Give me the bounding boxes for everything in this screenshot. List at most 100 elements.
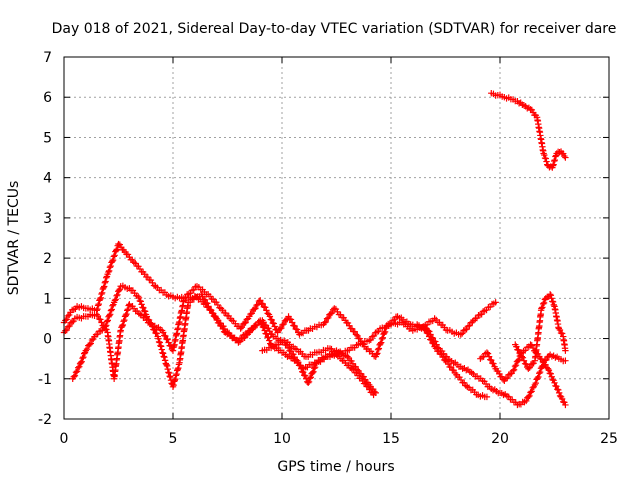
data-point-track-c	[124, 306, 132, 313]
data-point-track-a	[323, 315, 331, 322]
data-point-track-g	[549, 298, 557, 306]
data-point-track-g	[525, 365, 532, 372]
data-point-track-g	[548, 295, 555, 302]
data-point-track-d	[364, 383, 372, 391]
data-point-track-a	[109, 258, 116, 265]
data-point-track-a	[96, 295, 104, 303]
data-point-track-b	[301, 372, 309, 379]
data-point-track-b	[165, 369, 172, 376]
data-point-track-b	[134, 293, 142, 300]
data-point-track-f	[553, 383, 560, 390]
data-point-track-a	[105, 267, 113, 275]
data-point-track-b	[159, 350, 167, 357]
data-point-track-f	[505, 371, 512, 378]
data-point-track-b	[304, 379, 312, 386]
data-point-track-b	[79, 354, 86, 362]
data-point-track-b	[77, 359, 85, 366]
data-point-track-b	[70, 373, 78, 380]
data-point-track-c	[120, 318, 127, 325]
data-point-track-h	[550, 157, 558, 165]
y-tick-label: 6	[43, 90, 52, 106]
y-tick-label: -2	[38, 412, 52, 428]
data-point-track-c	[62, 327, 69, 334]
data-point-track-a	[100, 283, 108, 290]
data-point-track-h	[543, 158, 550, 165]
data-point-track-f	[547, 370, 554, 377]
data-point-track-b	[163, 362, 171, 370]
data-point-track-b	[165, 369, 173, 377]
data-point-track-a	[351, 328, 358, 335]
data-point-track-b	[104, 317, 111, 324]
data-point-track-b	[348, 357, 355, 365]
data-point-track-a	[98, 289, 106, 296]
y-tick-label: 3	[43, 211, 52, 227]
data-point-track-f	[483, 349, 491, 356]
data-point-track-b	[114, 291, 121, 299]
data-point-track-g	[520, 357, 528, 364]
data-point-track-a	[375, 345, 383, 352]
data-point-track-b	[311, 365, 318, 372]
data-point-track-c	[265, 334, 272, 341]
data-point-track-a	[266, 313, 274, 320]
chart-title: Day 018 of 2021, Sidereal Day-to-day VTE…	[52, 21, 617, 37]
data-point-track-b	[161, 357, 169, 364]
data-point-track-c	[222, 328, 230, 335]
data-point-track-c	[123, 310, 130, 318]
data-point-track-c	[258, 320, 266, 328]
data-point-track-c	[266, 337, 273, 344]
data-point-track-a	[98, 290, 105, 298]
data-point-track-a	[322, 318, 330, 326]
data-point-track-h	[562, 154, 569, 161]
data-point-track-b	[106, 311, 114, 318]
data-point-track-e	[536, 368, 544, 376]
data-point-track-e	[527, 389, 534, 396]
data-point-track-e	[433, 341, 440, 348]
data-point-track-b	[106, 312, 113, 319]
data-point-track-b	[82, 347, 89, 354]
data-point-track-a	[257, 297, 264, 304]
y-tick-label: 0	[43, 332, 52, 348]
data-point-track-f	[515, 356, 523, 363]
data-point-track-a	[106, 264, 114, 271]
data-point-track-c	[118, 322, 126, 330]
data-point-track-a	[247, 310, 254, 318]
data-point-track-b	[109, 302, 116, 309]
data-point-track-b	[310, 368, 317, 375]
data-point-track-a	[268, 316, 276, 324]
data-point-track-e	[543, 356, 550, 364]
data-point-track-b	[305, 378, 313, 385]
data-point-track-a	[94, 305, 101, 313]
y-tick-label: 2	[43, 251, 52, 267]
data-point-track-b	[138, 301, 145, 308]
data-point-track-a	[250, 306, 258, 313]
data-point-track-f	[562, 401, 569, 409]
y-tick-label: -1	[38, 372, 52, 388]
data-point-track-a	[344, 319, 352, 327]
data-point-track-a	[457, 331, 464, 338]
y-tick-label: 4	[43, 171, 52, 187]
data-point-track-a	[469, 318, 476, 326]
data-point-track-g	[558, 330, 566, 337]
data-point-track-c	[373, 328, 381, 336]
data-point-track-b	[141, 308, 149, 315]
data-point-track-c	[98, 319, 105, 326]
data-point-track-a	[241, 320, 248, 327]
data-point-track-f	[485, 353, 493, 360]
data-point-track-a	[100, 284, 107, 291]
data-point-track-f	[512, 362, 520, 369]
data-point-track-b	[111, 297, 119, 304]
y-tick-label: 1	[43, 291, 52, 307]
data-point-track-c	[70, 318, 77, 325]
data-point-track-h	[527, 106, 534, 113]
data-point-track-a	[248, 310, 255, 317]
data-point-track-a	[97, 294, 104, 302]
data-point-track-c	[121, 316, 128, 324]
data-point-track-b	[283, 341, 290, 349]
data-point-track-a	[325, 314, 332, 322]
data-point-track-h	[552, 153, 559, 160]
data-point-track-b	[309, 369, 316, 376]
data-point-track-a	[102, 278, 109, 285]
y-axis-label: SDTVAR / TECUs	[6, 181, 22, 296]
data-point-track-e	[535, 373, 542, 381]
data-point-track-f	[555, 389, 563, 397]
